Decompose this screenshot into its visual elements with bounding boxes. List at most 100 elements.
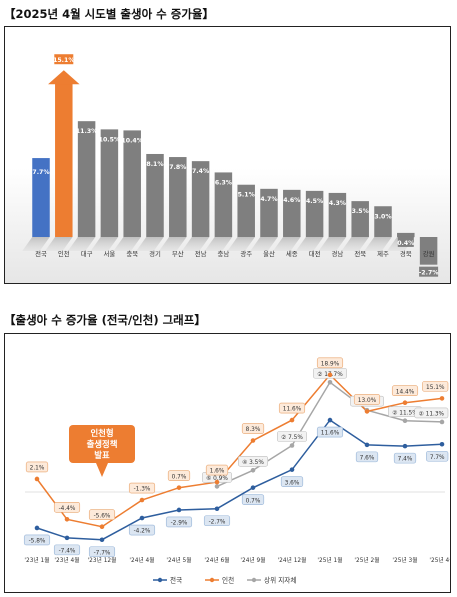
bar-shadow — [181, 237, 210, 251]
bar-5 — [146, 153, 164, 237]
bar-category-label: 경기 — [149, 249, 161, 258]
point-label-box — [241, 494, 265, 505]
point-upper — [439, 419, 445, 425]
point-national — [364, 442, 370, 448]
bar-category-label: 광주 — [240, 250, 252, 258]
bar-label-box — [397, 236, 414, 247]
point-label-incheon: 8.3% — [246, 427, 261, 433]
bar-shadow — [227, 237, 255, 251]
point-label-box — [25, 461, 49, 473]
x-tick-label: '24년 4월 — [129, 556, 154, 564]
bar-4 — [123, 130, 141, 237]
point-label-incheon: 0.7% — [172, 474, 187, 480]
bar-category-label: 서울 — [104, 249, 116, 258]
point-label-incheon: 1.6% — [210, 469, 225, 475]
bar-16 — [397, 232, 415, 237]
bar-value-label: -2.7% — [419, 270, 439, 277]
bar-value-label: 7.8% — [169, 164, 186, 171]
x-tick-label: '23년 1월 — [24, 556, 49, 564]
x-tick-label: '25년 1월 — [317, 556, 342, 564]
point-label-box — [393, 452, 417, 464]
point-label-national: -4.2% — [134, 529, 151, 535]
point-label-national: -7.7% — [94, 550, 111, 556]
bar-2 — [77, 121, 96, 237]
bar-13 — [328, 192, 347, 237]
bar-shadow — [364, 237, 392, 251]
point-label-box — [316, 357, 344, 369]
point-label-national: -2.9% — [171, 521, 188, 527]
bar-9 — [237, 184, 255, 237]
point-national — [327, 417, 333, 423]
point-label-box — [426, 450, 449, 462]
x-tick-label: '24년 5월 — [166, 556, 191, 564]
point-national — [176, 507, 182, 513]
bar-value-label: 4.6% — [283, 197, 300, 204]
legend-marker — [157, 577, 163, 583]
bar-shadow — [341, 237, 369, 251]
point-label-national: 11.6% — [321, 431, 340, 437]
point-label-box — [316, 426, 344, 438]
line-chart: ⑥ 0.9%④ 3.5%② 7.5%② 17.7%① 13.2%② 11.5%②… — [23, 357, 450, 585]
callout-text: 출생정책 — [87, 439, 118, 449]
bar-6 — [169, 157, 187, 237]
point-label-box — [391, 385, 419, 397]
bar-category-label: 제주 — [377, 250, 389, 258]
point-label-box — [355, 451, 379, 463]
bar-shadow — [136, 237, 164, 251]
bar-value-label: 6.3% — [215, 179, 232, 186]
point-label-box — [88, 546, 116, 558]
point-label-incheon: 18.9% — [321, 361, 340, 367]
point-label-national: 0.7% — [246, 498, 261, 504]
bar-12 — [305, 190, 324, 237]
bar-shadow — [273, 237, 301, 251]
point-national — [402, 443, 408, 449]
bar-value-label: 10.5% — [99, 136, 120, 143]
point-label-box — [280, 476, 304, 487]
point-national — [214, 506, 220, 512]
point-label-box — [23, 534, 51, 546]
point-incheon — [327, 372, 333, 378]
point-label-box — [53, 501, 81, 513]
bar-category-label: 전북 — [354, 249, 366, 258]
bar-shadow — [67, 237, 96, 251]
point-national — [139, 515, 145, 521]
point-label-box — [167, 470, 191, 481]
bar-shadow — [318, 237, 347, 251]
point-incheon — [289, 417, 295, 423]
bar-shadow — [250, 237, 278, 251]
point-label-box — [353, 394, 381, 405]
bar-label-box — [419, 266, 439, 277]
bar-chart-panel: 7.7% 전국 15.1% 인천 11.3% 대구 10.5% 서울 10.4% 충북 8.1% 경기… — [4, 26, 451, 284]
point-upper — [402, 418, 408, 423]
x-tick-label: '23년 4월 — [54, 556, 79, 564]
point-label-national: -2.7% — [209, 519, 226, 525]
point-label-incheon: 15.1% — [426, 385, 445, 391]
point-national — [439, 441, 445, 447]
bar-category-label: 전남 — [195, 249, 207, 258]
point-label-box — [128, 524, 156, 536]
bar-chart-title: 【2025년 4월 시도별 출생아 수 증가율】 — [4, 7, 214, 21]
bar-1 — [55, 82, 73, 237]
bar-shadow — [204, 237, 233, 251]
point-label-incheon: -5.6% — [94, 513, 111, 519]
point-label-upper: ② 7.5% — [281, 434, 303, 441]
point-incheon — [250, 438, 256, 443]
point-incheon — [64, 516, 70, 522]
bar-category-label: 인천 — [58, 249, 70, 258]
bar-chart: 7.7% 전국 15.1% 인천 11.3% 대구 10.5% 서울 10.4% 충북 8.1% 경기… — [5, 27, 450, 283]
bar-value-label: 4.5% — [306, 198, 323, 205]
point-label-box — [88, 509, 116, 521]
point-upper — [327, 379, 333, 385]
bar-10 — [260, 188, 278, 237]
bar-value-label: 0.4% — [397, 240, 414, 247]
line-chart-panel: ⑥ 0.9%④ 3.5%② 7.5%② 17.7%① 13.2%② 11.5%②… — [4, 333, 451, 593]
legend-marker — [251, 577, 257, 583]
point-label-box — [53, 544, 81, 556]
point-incheon — [176, 485, 182, 490]
bar-value-label: 3.0% — [374, 213, 391, 220]
point-label-national: -5.8% — [29, 539, 46, 545]
legend-marker — [209, 577, 215, 583]
bar-category-label: 강원 — [423, 249, 435, 258]
bar-7 — [191, 161, 210, 237]
x-tick-label: '23년 12월 — [88, 556, 117, 564]
